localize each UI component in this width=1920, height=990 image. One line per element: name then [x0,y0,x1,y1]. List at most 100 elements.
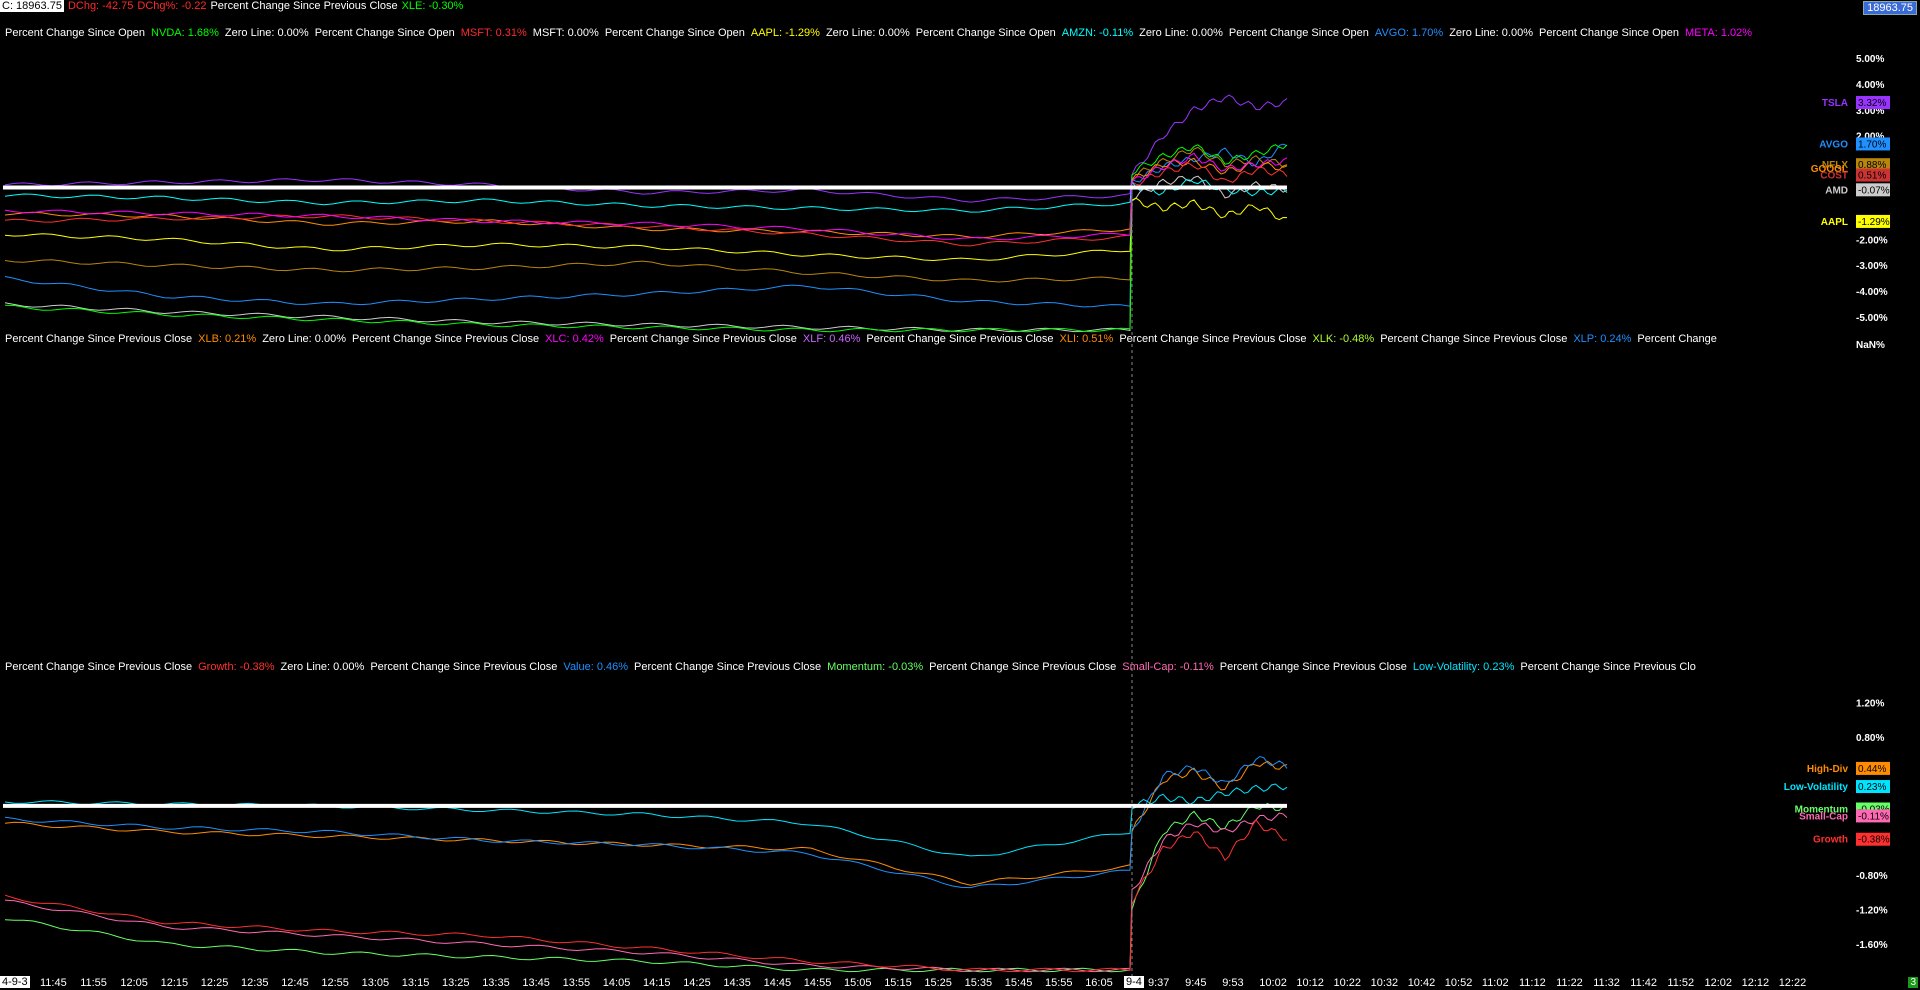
x-tick-prev-12: 13:45 [522,977,550,989]
date-left: 4-9-3 [0,976,30,988]
x-tick-today-1: 9:45 [1185,977,1207,989]
legend1-label-8: Percent Change Since Open [1228,27,1369,39]
series-line-0-nvda [4,144,1288,333]
legend2-value-0: XLB: 0.21% [198,333,257,345]
series-line-0-nflx [4,146,1288,283]
right-label-1-3: Small-Cap [1799,811,1848,822]
x-tick-prev-26: 16:05 [1085,977,1113,989]
legend2-label-4: Percent Change Since Previous Close [866,333,1054,345]
right-badge-0-2: 0.88% [1858,160,1886,171]
series-line-1-small-cap [4,812,1288,973]
legend-panel-3: Percent Change Since Previous Close Growt… [5,661,1855,673]
right-label-0-0: TSLA [1822,98,1848,109]
right-badge-bg-1-4 [1856,832,1890,846]
x-tick-prev-5: 12:35 [241,977,269,989]
legend1-label-7: Zero Line: 0.00% [1139,27,1223,39]
legend1-label-0: Percent Change Since Open [5,27,146,39]
x-tick-prev-23: 15:35 [964,977,993,989]
series-line-0-aapl [4,197,1288,262]
x-tick-prev-8: 13:05 [361,977,390,989]
right-badge-0-6: -1.29% [1858,217,1890,228]
x-tick-today-5: 10:22 [1333,977,1362,989]
series-line-0-amzn [4,179,1288,213]
legend-panel-2: Percent Change Since Previous Close XLB: … [5,333,1855,345]
x-tick-today-15: 12:02 [1704,977,1733,989]
x-tick-today-11: 11:22 [1556,977,1583,989]
right-badge-0-5: -0.07% [1858,185,1890,196]
right-badge-bg-0-5 [1856,183,1890,197]
legend1-label-5: Zero Line: 0.00% [825,27,910,39]
right-badge-bg-1-0 [1856,761,1890,775]
legend2-value-5: XLK: -0.48% [1312,333,1375,345]
legend1-value-0: NVDA: 1.68% [151,27,219,39]
x-tick-today-16: 12:12 [1741,977,1770,989]
right-badge-bg-0-2 [1856,158,1890,172]
x-tick-prev-3: 12:15 [160,977,189,989]
x-tick-today-6: 10:32 [1370,977,1399,989]
legend-panel-1: Percent Change Since Open NVDA: 1.68% Zero… [5,27,1855,39]
right-badge-bg-0-1 [1856,137,1890,151]
legend3-label-4: Percent Change Since Previous Close [929,661,1117,673]
day-change-pct: DChg%: -0.22 [137,0,207,12]
y-tick-0-2: 3.00% [1856,106,1884,117]
x-tick-prev-9: 13:15 [401,977,430,989]
legend1-label-3: MSFT: 0.00% [532,27,599,39]
nan-label: NaN% [1856,340,1885,351]
series-line-0-meta [4,152,1288,241]
y-tick-0-1: 4.00% [1856,80,1884,91]
x-tick-prev-14: 14:05 [602,977,631,989]
x-tick-today-12: 11:32 [1593,977,1620,989]
y-tick-0-7: -4.00% [1856,287,1888,298]
x-tick-prev-22: 15:25 [924,977,952,989]
y-tick-1-4: -1.60% [1856,940,1888,951]
legend2-label-2: Percent Change Since Previous Close [351,333,540,345]
right-badge-1-4: -0.38% [1858,835,1890,846]
y-tick-1-3: -1.20% [1856,906,1888,917]
day-change: DChg: -42.75 [67,0,134,12]
x-tick-prev-20: 15:05 [844,977,872,989]
legend1-label-1: Zero Line: 0.00% [224,27,309,39]
y-tick-0-3: 2.00% [1856,132,1884,143]
corner-badge: 3 [1908,977,1918,988]
x-tick-prev-1: 11:55 [80,977,107,989]
legend1-label-2: Percent Change Since Open [314,27,455,39]
right-badge-bg-0-0 [1856,96,1890,109]
legend3-label-6: Percent Change Since Previous Clo [1520,661,1696,673]
x-tick-prev-2: 12:05 [120,977,148,989]
x-tick-today-17: 12:22 [1778,977,1807,989]
legend1-value-2: MSFT: 0.31% [460,27,527,39]
x-tick-today-10: 11:12 [1519,977,1546,989]
series-line-1-growth [4,819,1288,973]
x-tick-prev-24: 15:45 [1004,977,1033,989]
legend3-label-2: Percent Change Since Previous Close [370,661,558,673]
x-tick-today-4: 10:12 [1296,977,1324,989]
legend2-value-2: XLC: 0.42% [545,333,604,345]
x-tick-today-8: 10:52 [1444,977,1473,989]
x-tick-prev-15: 14:15 [643,977,671,989]
y-tick-1-2: -0.80% [1856,871,1888,882]
x-tick-today-13: 11:42 [1630,977,1658,989]
right-label-0-2: NFLX [1822,160,1848,171]
right-label-0-1: AVGO [1819,139,1848,150]
right-badge-0-0: 3.32% [1858,98,1886,109]
x-tick-prev-11: 13:35 [482,977,510,989]
x-tick-prev-19: 14:55 [803,977,832,989]
right-badge-bg-1-3 [1856,809,1890,823]
right-label-1-1: Low-Volatility [1784,782,1849,793]
price-box: 18963.75 [1863,1,1917,15]
legend3-label-5: Percent Change Since Previous Close [1219,661,1407,673]
legend1-value-10: META: 1.02% [1685,27,1753,39]
right-label-0-4: COST [1820,171,1848,182]
legend1-label-4: Percent Change Since Open [604,27,745,39]
x-tick-prev-6: 12:45 [281,977,309,989]
series-line-0-avgo [4,143,1288,308]
right-label-0-6: AAPL [1821,217,1848,228]
right-badge-0-1: 1.70% [1858,139,1886,150]
x-tick-prev-13: 13:55 [562,977,591,989]
series-line-0-tsla [4,94,1288,203]
y-tick-0-0: 5.00% [1856,54,1884,65]
panel-1: 5.00%4.00%3.00%2.00%1.00%-2.00%-3.00%-4.… [3,54,1890,351]
legend2-label-6: Percent Change Since Previous Close [1380,333,1568,345]
x-tick-today-9: 11:02 [1481,977,1509,989]
